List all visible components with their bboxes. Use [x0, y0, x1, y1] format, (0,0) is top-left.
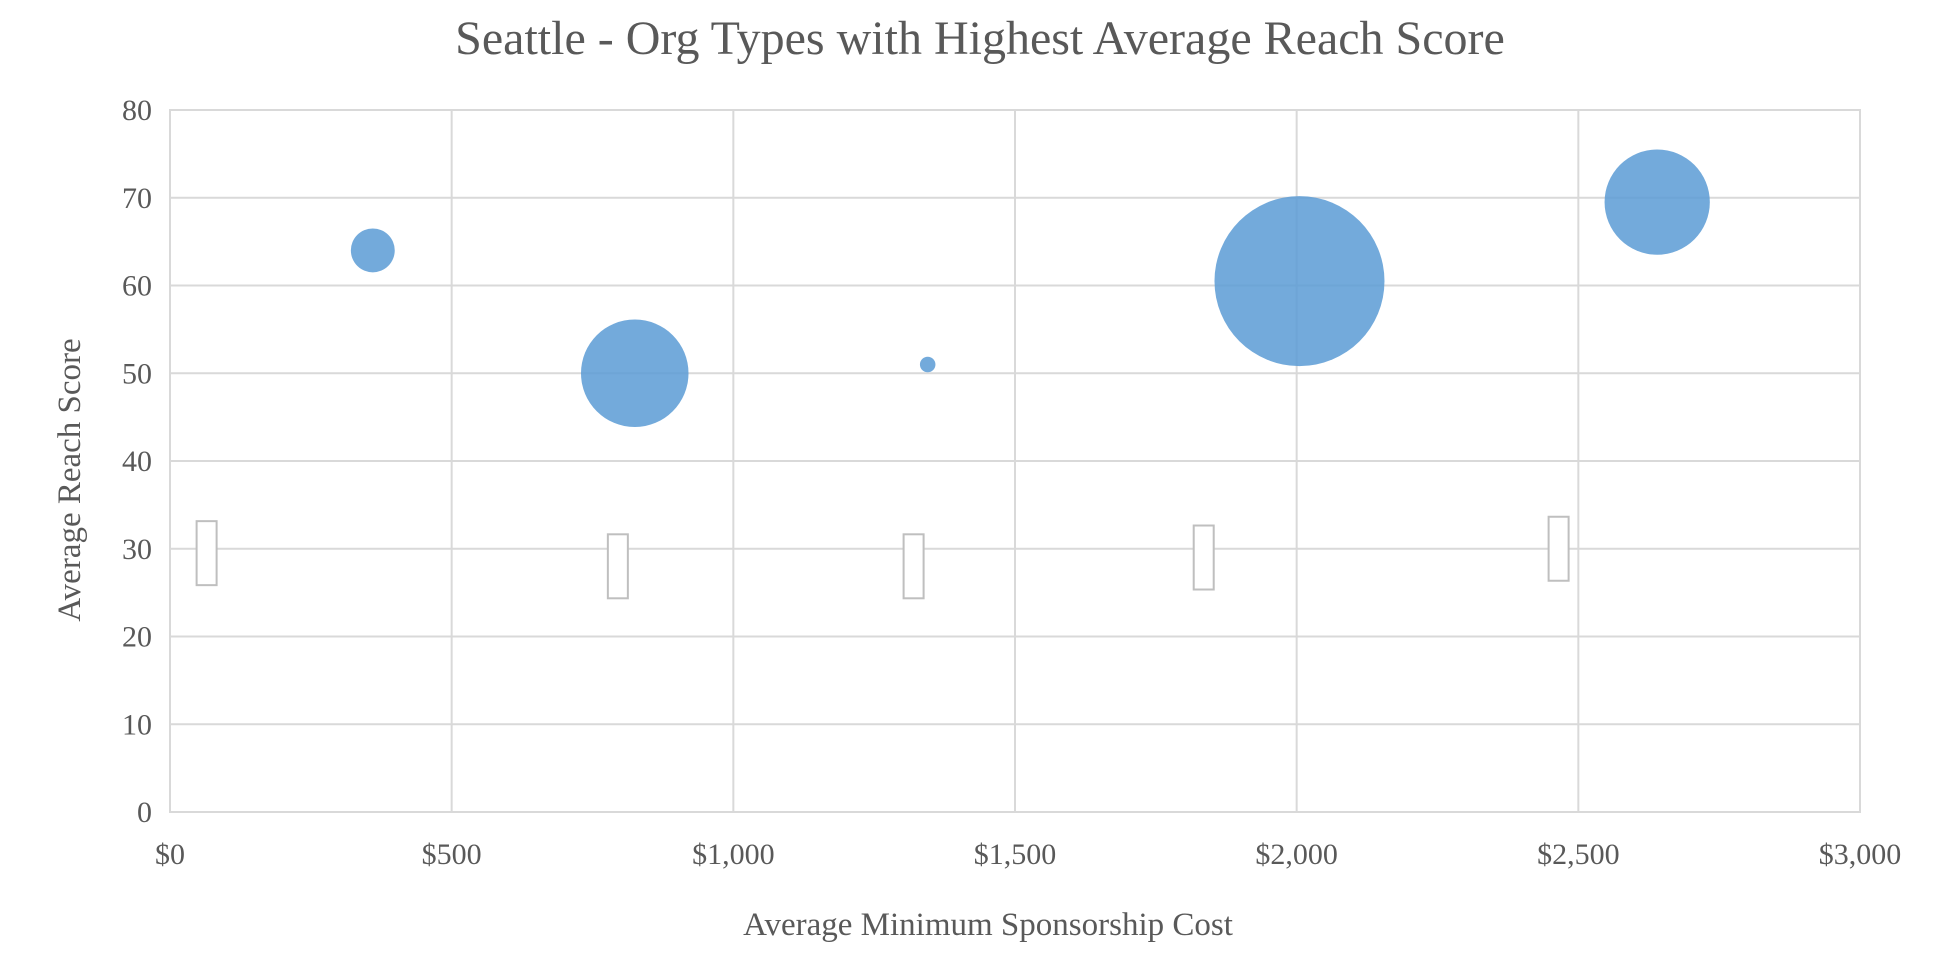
y-tick-label: 0 [137, 796, 152, 829]
chart-title: Seattle - Org Types with Highest Average… [455, 12, 1505, 65]
y-tick-label: 50 [122, 357, 152, 390]
y-tick-label: 10 [122, 708, 152, 741]
y-tick-label: 20 [122, 621, 152, 654]
data-label-box [1547, 515, 1570, 582]
bubble-point [350, 228, 395, 273]
data-label-layer [195, 515, 1570, 600]
bubble-point [1214, 196, 1385, 367]
y-tick-label: 30 [122, 533, 152, 566]
data-label-box [1192, 524, 1215, 591]
bubble-point [580, 319, 689, 428]
bubble-point [1604, 149, 1710, 255]
x-tick-label: $3,000 [1819, 838, 1902, 871]
y-tick-label: 60 [122, 270, 152, 303]
x-axis-title: Average Minimum Sponsorship Cost [743, 907, 1233, 943]
data-label-box [606, 533, 629, 600]
data-label-box [902, 533, 925, 600]
tick-layer: 0 10 20 30 40 50 60 70 80 $0 $500 $1,000 $1,500 $2,00… [122, 94, 1901, 871]
x-tick-label: $2,000 [1255, 838, 1338, 871]
bubble-layer [350, 149, 1710, 428]
y-axis-title: Average Reach Score [52, 338, 88, 621]
x-tick-label: $1,500 [974, 838, 1057, 871]
y-tick-label: 70 [122, 182, 152, 215]
x-tick-label: $500 [422, 838, 482, 871]
x-tick-label: $2,500 [1537, 838, 1620, 871]
x-tick-label: $1,000 [692, 838, 775, 871]
bubble-point [919, 356, 936, 373]
x-tick-label: $0 [155, 838, 185, 871]
data-label-box [195, 520, 218, 587]
plot-area-frame [169, 109, 1861, 813]
y-tick-label: 80 [122, 94, 152, 127]
grid-layer [169, 109, 1861, 813]
y-tick-label: 40 [122, 445, 152, 478]
